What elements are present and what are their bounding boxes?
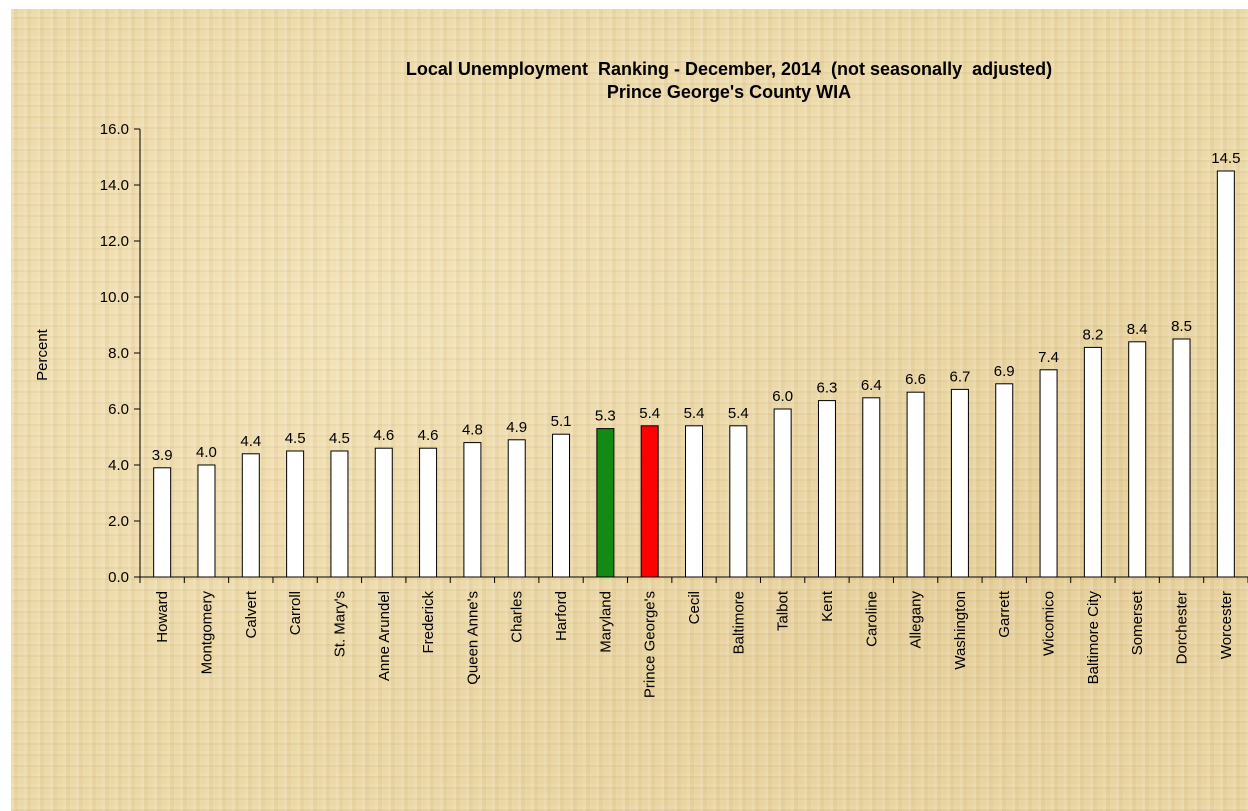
bar-value-label: 6.0 [772,388,793,405]
bar [1172,338,1191,578]
bars-group: 3.9 Howard 4.0 Montgomery 4.4 Calvert 4.5 Carro… [152,150,1241,698]
x-category-label: Caroline [863,591,880,647]
bar-value-label: 6.9 [994,363,1015,380]
x-category-label: Charles [509,591,526,643]
bar-value-label: 8.4 [1127,321,1148,338]
bar-value-label: 5.1 [551,413,572,430]
bar-value-label: 4.4 [240,433,261,450]
bar-value-label: 4.5 [285,430,306,447]
bar-value-label: 14.5 [1211,150,1240,167]
bar [596,428,615,578]
bar [197,464,216,578]
x-category-label: Baltimore [730,591,747,654]
bar [419,447,438,578]
x-category-label: Queen Anne's [464,591,481,685]
bar [817,400,836,578]
bar-value-label: 7.4 [1038,349,1059,366]
x-category-label: Garrett [996,590,1013,638]
bar [463,442,482,578]
bar-value-label: 4.8 [462,422,483,439]
bar [374,447,393,578]
bar [153,467,172,578]
y-tick-label: 6.0 [108,401,129,418]
x-category-label: Washington [952,591,969,670]
y-tick-label: 16.0 [100,121,129,138]
bar-value-label: 5.4 [728,405,749,422]
x-category-label: Frederick [420,591,437,654]
bar [862,397,881,578]
x-category-label: Somerset [1129,590,1146,655]
x-category-label: Maryland [597,591,614,653]
bar [507,439,526,578]
bar [995,383,1014,578]
x-category-label: Dorchester [1174,591,1191,664]
y-tick-label: 8.0 [108,345,129,362]
bar [330,450,349,578]
bar [1216,170,1235,578]
bar-value-label: 8.2 [1082,326,1103,343]
bar-value-label: 5.4 [684,405,705,422]
y-tick-label: 0.0 [108,569,129,586]
bar [552,433,571,578]
axes: 0.0 2.0 4.0 6.0 8.0 10.0 12.0 14.0 16.0 [100,121,1248,586]
bar-value-label: 4.9 [506,419,527,436]
bar [286,450,305,578]
x-category-label: St. Mary's [331,591,348,657]
bar-value-label: 6.4 [861,377,882,394]
bar [773,408,792,578]
bar-value-label: 6.7 [949,368,970,385]
bar [1039,369,1058,578]
x-category-label: Calvert [243,590,260,638]
y-tick-label: 14.0 [100,177,129,194]
x-category-label: Howard [154,591,171,643]
y-axis-label: Percent [34,328,51,381]
bar-value-label: 4.6 [418,427,439,444]
x-category-label: Anne Arundel [376,591,393,681]
y-tick-label: 12.0 [100,233,129,250]
x-category-label: Talbot [775,590,792,631]
bar-value-label: 5.3 [595,408,616,425]
chart-container: Local Unemployment Ranking - December, 2… [11,9,1248,811]
bar-chart: Local Unemployment Ranking - December, 2… [34,59,1248,698]
y-tick-label: 2.0 [108,513,129,530]
bar-value-label: 8.5 [1171,318,1192,335]
x-category-label: Montgomery [198,591,215,675]
y-tick-label: 10.0 [100,289,129,306]
bar-value-label: 4.0 [196,444,217,461]
x-category-label: Carroll [287,591,304,635]
bar [1128,341,1147,578]
x-category-label: Harford [553,591,570,641]
x-category-label: Wicomico [1041,591,1058,656]
x-category-label: Kent [819,590,836,622]
y-tick-label: 4.0 [108,457,129,474]
bar-value-label: 4.6 [373,427,394,444]
bar-value-label: 3.9 [152,447,173,464]
bar [950,388,969,578]
x-category-label: Worcester [1218,591,1235,659]
bar [729,425,748,578]
x-category-label: Prince George's [642,591,659,698]
chart-title: Local Unemployment Ranking - December, 2… [406,59,1052,79]
bar [1083,346,1102,578]
bar-value-label: 5.4 [639,405,660,422]
bar [685,425,703,578]
x-category-label: Allegany [908,591,925,649]
bar-value-label: 6.3 [817,380,838,397]
chart-subtitle: Prince George's County WIA [607,82,851,102]
bar [640,425,659,578]
bar [906,391,925,578]
x-category-label: Cecil [686,591,703,624]
bar [241,453,260,578]
bar-value-label: 6.6 [905,371,926,388]
bar-value-label: 4.5 [329,430,350,447]
x-category-label: Baltimore City [1085,591,1102,685]
